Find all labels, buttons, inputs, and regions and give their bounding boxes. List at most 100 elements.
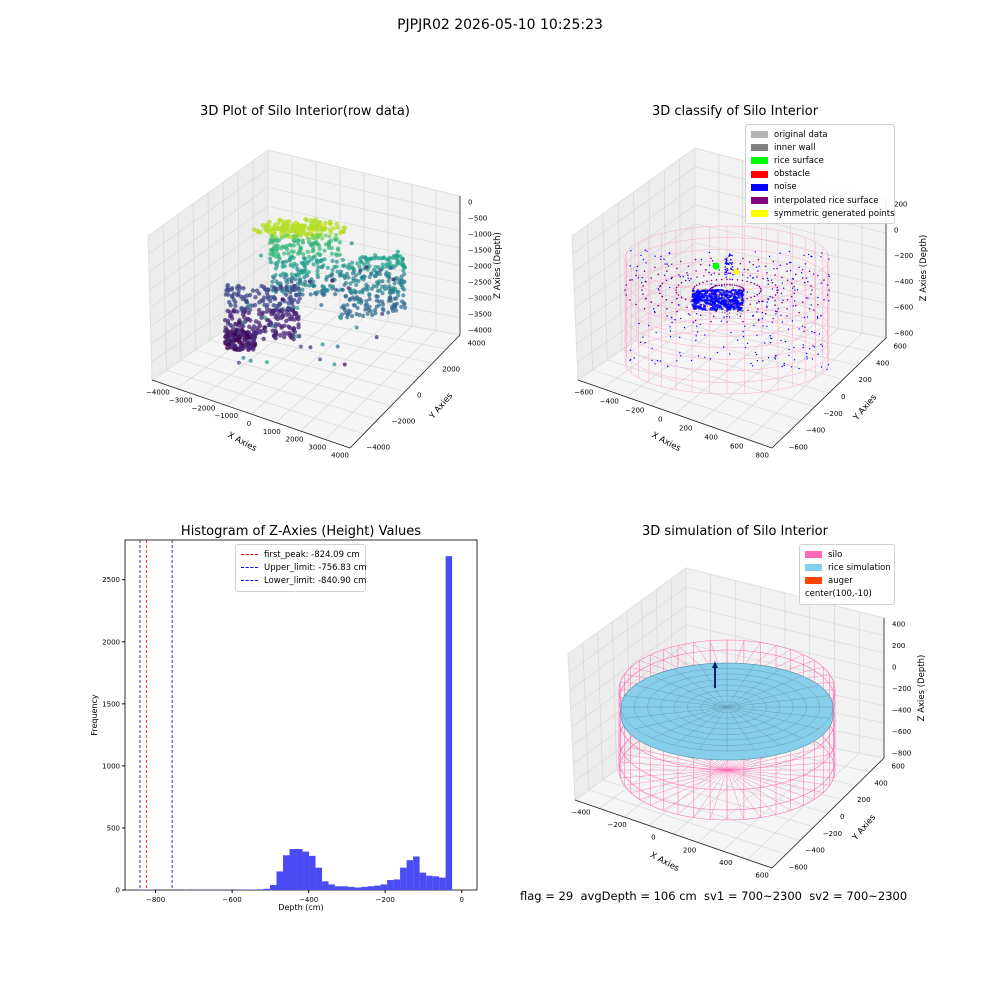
histogram-y-axis-label: Frequency <box>90 694 99 736</box>
histogram-bar <box>172 889 179 890</box>
histogram-bar <box>432 876 440 890</box>
raw-z-axis-label: Z Axies (Depth) <box>493 232 503 299</box>
legend-entry: center(100,-10) <box>805 588 889 601</box>
classify-points <box>624 249 830 370</box>
classify-z-axis-label: Z Axies (Depth) <box>919 235 929 302</box>
histogram-bar <box>270 885 277 890</box>
raw-x-tick-label: −4000 <box>146 389 170 397</box>
classify-y-tick-label: −600 <box>789 444 808 452</box>
histogram-bar <box>322 881 329 890</box>
legend-label: center(100,-10) <box>805 589 872 600</box>
sim-y-tick-label: 0 <box>840 813 844 821</box>
histogram-bar <box>296 849 303 890</box>
classify-x-tick-label: 400 <box>705 433 718 441</box>
classify-x-tick-label: −600 <box>574 389 593 397</box>
histogram-bar <box>413 856 420 890</box>
sim-z-axis-label: Z Axies (Depth) <box>917 655 927 722</box>
legend-label: rice simulation <box>828 562 891 573</box>
sim-x-axis-line <box>574 799 773 869</box>
sim-z-tick-label: −800 <box>892 749 911 757</box>
sim-rice-surface <box>620 662 834 761</box>
histogram-y-tick-label: 500 <box>107 824 120 832</box>
raw-y-tick-label: 0 <box>417 392 421 400</box>
histogram-bar <box>341 886 349 890</box>
classify-x-tick-label: −200 <box>625 407 644 415</box>
classify-legend: original data inner wall rice surface obsta… <box>745 124 895 225</box>
histogram-bar <box>445 556 453 890</box>
histogram-bar <box>419 872 427 890</box>
symmetric-point-marker <box>733 269 739 275</box>
sim-x-tick-label: 600 <box>755 871 768 879</box>
histogram-bar <box>283 855 290 890</box>
legend-swatch <box>751 157 768 165</box>
legend-label: silo <box>828 549 843 560</box>
legend-swatch <box>751 197 768 205</box>
legend-entry: Lower_limit: -840.90 cm <box>241 574 366 587</box>
sim-x-tick-label: 400 <box>719 859 732 867</box>
raw-y-tick-label: −4000 <box>366 443 390 451</box>
histogram-bar <box>393 879 401 890</box>
legend-label: auger <box>828 575 853 586</box>
legend-line <box>241 580 258 582</box>
histogram-x-tick-label: −200 <box>376 896 395 904</box>
classify-y-tick-label: 200 <box>858 376 871 384</box>
classify-x-tick-label: 200 <box>679 424 692 432</box>
sim-z-tick-label: −200 <box>892 685 911 693</box>
raw-x-tick-label: 4000 <box>331 451 349 459</box>
sim-x-axis-label: X Axies <box>648 850 681 874</box>
sim-x-tick-label: −400 <box>571 809 590 817</box>
raw-x-tick-label: −1000 <box>214 412 238 420</box>
histogram-plot-area <box>124 539 478 891</box>
classify-x-tick-label: −400 <box>600 398 619 406</box>
histogram-bar <box>315 867 323 890</box>
sim-y-tick-label: −600 <box>788 864 807 872</box>
classify-z-tick-label: −600 <box>894 304 913 312</box>
histogram-y-tick-label: 1500 <box>102 700 120 708</box>
panel-raw-data: 3D Plot of Silo Interior(row data) <box>130 100 480 470</box>
raw-x-axis-line <box>151 379 351 449</box>
histogram-x-tick-label: −400 <box>299 896 318 904</box>
histogram-bar <box>367 886 375 890</box>
legend-entry: symmetric generated points <box>751 207 895 220</box>
sim-y-tick-label: 600 <box>892 762 905 770</box>
sim-y-tick-label: −400 <box>806 847 825 855</box>
classify-y-tick-label: 0 <box>841 393 845 401</box>
legend-entry: inner wall <box>751 141 889 154</box>
histogram-bar <box>400 867 407 890</box>
classify-z-tick-label: −800 <box>894 329 913 337</box>
legend-swatch <box>751 183 768 191</box>
legend-swatch <box>751 144 768 152</box>
simulation-legend: silo rice simulation auger center(100,-10) <box>799 544 895 605</box>
raw-y-tick-label: −2000 <box>392 417 416 425</box>
histogram-bar <box>439 877 446 890</box>
classify-z-tick-label: 200 <box>894 201 907 209</box>
legend-label: interpolated rice surface <box>774 195 879 206</box>
classify-y-tick-label: 400 <box>876 359 889 367</box>
raw-plot-title: 3D Plot of Silo Interior(row data) <box>200 104 410 119</box>
status-readout: flag = 29 avgDepth = 106 cm sv1 = 700~23… <box>520 889 908 903</box>
auger-arrow-head <box>712 661 718 668</box>
histogram-bar <box>289 849 297 890</box>
legend-swatch <box>805 577 822 585</box>
raw-z-tick-label: −3500 <box>468 310 492 318</box>
classify-x-tick-label: 0 <box>658 416 662 424</box>
legend-entry: auger <box>805 574 889 587</box>
raw-x-tick-label: 2000 <box>286 436 304 444</box>
classify-x-axis-line <box>577 379 773 449</box>
classify-gridlines <box>572 154 887 440</box>
legend-label: original data <box>774 129 828 140</box>
panel-simulation: 3D simulation of Silo Interior <box>560 520 910 550</box>
histogram-y-tick-label: 2500 <box>102 576 120 584</box>
legend-label: rice surface <box>774 155 824 166</box>
classify-z-tick-label: −400 <box>894 278 913 286</box>
classify-x-tick-label: 800 <box>756 451 769 459</box>
raw-z-tick-label: −3000 <box>468 294 492 302</box>
histogram-x-axis-label: Depth (cm) <box>278 903 323 912</box>
classify-y-tick-label: −200 <box>824 410 843 418</box>
legend-line <box>241 554 258 556</box>
raw-z-tick-label: −1000 <box>468 231 492 239</box>
sim-y-tick-label: 200 <box>857 796 870 804</box>
